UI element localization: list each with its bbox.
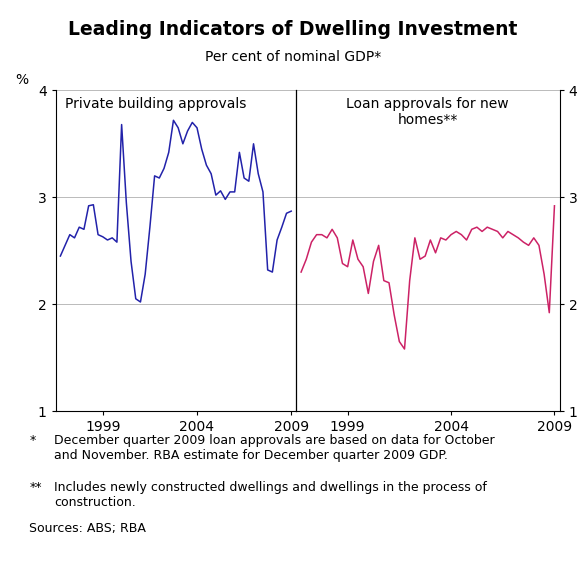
Text: Loan approvals for new
homes**: Loan approvals for new homes**	[346, 97, 509, 127]
Text: %: %	[15, 73, 28, 87]
Text: Per cent of nominal GDP*: Per cent of nominal GDP*	[205, 50, 381, 64]
Text: Includes newly constructed dwellings and dwellings in the process of
constructio: Includes newly constructed dwellings and…	[54, 481, 487, 509]
Text: *: *	[29, 434, 36, 447]
Text: **: **	[29, 481, 42, 494]
Text: Leading Indicators of Dwelling Investment: Leading Indicators of Dwelling Investmen…	[69, 20, 517, 40]
Text: December quarter 2009 loan approvals are based on data for October
and November.: December quarter 2009 loan approvals are…	[54, 434, 495, 462]
Text: Sources: ABS; RBA: Sources: ABS; RBA	[29, 522, 146, 535]
Text: Private building approvals: Private building approvals	[65, 97, 247, 111]
